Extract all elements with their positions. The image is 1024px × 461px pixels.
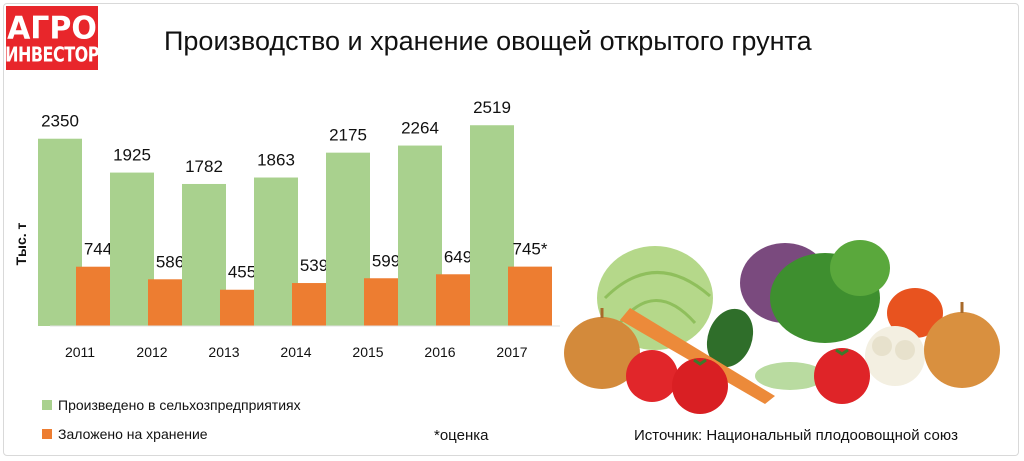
x-tick-label: 2011 — [65, 344, 95, 360]
tomato-stem — [693, 358, 707, 366]
label-stored: 586 — [156, 252, 184, 271]
source-note: Источник: Национальный плодоовощной союз — [634, 427, 958, 444]
label-stored: 745* — [513, 240, 548, 259]
x-tick-label: 2012 — [136, 344, 167, 360]
tomato-icon — [672, 358, 728, 414]
onion-icon-right — [924, 312, 1000, 388]
label-produced: 1925 — [113, 146, 151, 165]
label-stored: 539 — [300, 256, 328, 275]
bar-produced — [326, 152, 370, 326]
legend-item-stored: Заложено на хранение — [42, 426, 208, 442]
bar-produced — [38, 138, 82, 326]
chart-title: Производство и хранение овощей открытого… — [164, 26, 812, 56]
bar-produced — [254, 177, 298, 326]
x-tick-label: 2016 — [424, 344, 455, 360]
cucumber-icon — [706, 308, 754, 368]
tomato-icon — [814, 348, 870, 404]
bar-produced — [182, 183, 226, 326]
cabbage-leaf — [603, 271, 711, 300]
infographic-frame — [3, 3, 1019, 456]
label-produced: 1782 — [185, 157, 223, 176]
x-tick-label: 2017 — [496, 344, 527, 360]
zucchini-icon — [755, 362, 825, 390]
label-produced: 2175 — [329, 126, 367, 145]
logo-line-1: АГРО — [7, 9, 97, 47]
x-tick-label: 2014 — [280, 344, 311, 360]
agroinvestor-logo: АГРО ИНВЕСТОР — [5, 6, 99, 70]
legend-swatch-orange — [42, 429, 52, 439]
pepper-icon — [887, 288, 943, 338]
carrot-icon — [620, 308, 775, 404]
label-stored: 649 — [444, 247, 472, 266]
label-stored: 455 — [228, 263, 256, 282]
label-produced: 2264 — [401, 119, 439, 138]
logo-line-2: ИНВЕСТОР — [5, 42, 99, 66]
bar-stored — [508, 266, 552, 326]
cauliflower-icon — [865, 326, 925, 386]
cauliflower-floret — [895, 340, 915, 360]
dill-icon — [830, 240, 890, 296]
estimate-note: *оценка — [434, 427, 489, 444]
legend-item-produced: Произведено в сельхозпредприятиях — [42, 397, 301, 413]
bar-produced — [470, 125, 514, 326]
vegetables-image — [564, 240, 1000, 414]
onion-icon — [564, 317, 640, 389]
x-tick-label: 2013 — [208, 344, 239, 360]
bar-produced — [110, 172, 154, 326]
legend-label-produced: Произведено в сельхозпредприятиях — [58, 397, 301, 413]
label-stored: 744 — [84, 240, 112, 259]
legend-swatch-green — [42, 400, 52, 410]
label-produced: 1863 — [257, 151, 295, 170]
cauliflower-floret — [872, 336, 892, 356]
cabbage-icon — [597, 246, 713, 350]
legend-label-stored: Заложено на хранение — [58, 426, 208, 442]
bar-chart: 2350 744 2011 1925 586 2012 1782 455 2013 1863 539… — [38, 98, 560, 360]
label-produced: 2519 — [473, 98, 511, 117]
bar-produced — [398, 145, 442, 326]
label-stored: 599 — [372, 251, 400, 270]
x-tick-label: 2015 — [352, 344, 383, 360]
label-produced: 2350 — [41, 112, 79, 131]
tomato-stem — [835, 348, 849, 356]
tomato-icon — [626, 350, 678, 402]
